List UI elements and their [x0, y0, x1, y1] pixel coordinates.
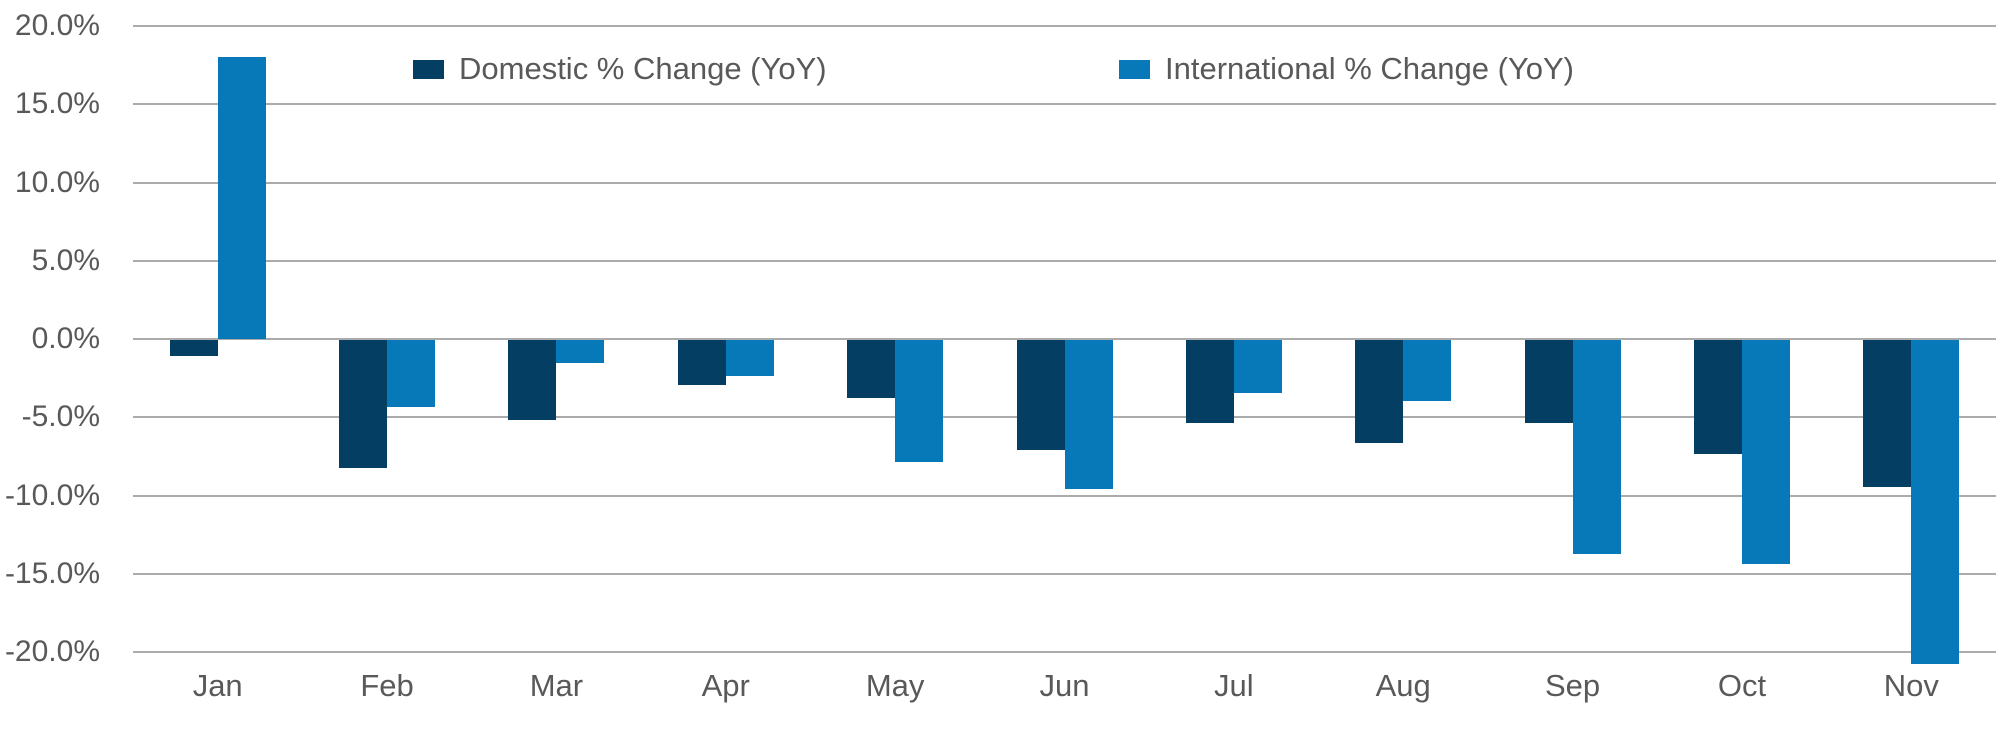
x-axis-label-jul: Jul: [1214, 668, 1254, 703]
legend-item-international: International % Change (YoY): [1119, 48, 1574, 90]
legend-label-international: International % Change (YoY): [1165, 51, 1575, 86]
bar-international-oct: [1742, 340, 1790, 564]
x-axis-label-jan: Jan: [192, 668, 243, 703]
bar-domestic-jan: [170, 340, 218, 356]
bar-international-sep: [1573, 340, 1621, 554]
bar-international-jun: [1065, 340, 1113, 489]
y-axis-tick-label: 10.0%: [14, 165, 100, 199]
y-axis-tick-label: -15.0%: [4, 556, 100, 590]
y-axis-tick-label: 5.0%: [31, 243, 100, 277]
bar-domestic-mar: [508, 340, 556, 420]
legend-swatch-international-icon: [1119, 59, 1150, 79]
bar-international-apr: [726, 340, 774, 376]
gridline: [133, 338, 1996, 340]
x-axis-label-jun: Jun: [1039, 668, 1090, 703]
gridline: [133, 572, 1996, 575]
gridline: [133, 494, 1996, 497]
bar-international-feb: [387, 340, 435, 407]
gridline: [133, 103, 1996, 106]
bar-domestic-oct: [1694, 340, 1742, 454]
y-axis-tick-label: 20.0%: [14, 9, 100, 42]
bar-domestic-jun: [1017, 340, 1065, 450]
bar-domestic-may: [847, 340, 895, 398]
bar-domestic-nov: [1863, 340, 1911, 487]
legend-swatch-domestic-icon: [413, 59, 444, 79]
bar-international-mar: [556, 340, 604, 363]
x-axis-label-sep: Sep: [1545, 668, 1601, 703]
x-axis-label-apr: Apr: [701, 668, 750, 703]
y-axis-tick-label: -10.0%: [4, 478, 100, 512]
x-axis-label-nov: Nov: [1883, 668, 1939, 703]
bar-international-jan: [218, 57, 266, 339]
gridline: [133, 181, 1996, 184]
x-axis-label-feb: Feb: [360, 668, 414, 703]
y-axis-tick-label: -5.0%: [21, 400, 100, 434]
bar-international-may: [895, 340, 943, 462]
y-axis-tick-label: 15.0%: [14, 87, 100, 121]
bar-domestic-aug: [1355, 340, 1403, 443]
bar-domestic-jul: [1186, 340, 1234, 423]
x-axis-label-aug: Aug: [1375, 668, 1431, 703]
gridline: [133, 25, 1996, 27]
bar-domestic-apr: [678, 340, 726, 385]
bar-domestic-sep: [1525, 340, 1573, 423]
bar-international-jul: [1234, 340, 1282, 393]
x-axis-label-may: May: [865, 668, 925, 703]
legend-item-domestic: Domestic % Change (YoY): [413, 48, 827, 90]
legend-label-domestic: Domestic % Change (YoY): [459, 51, 827, 86]
gridline: [133, 651, 1996, 653]
bar-international-nov: [1911, 340, 1959, 664]
gridline: [133, 259, 1996, 262]
x-axis-label-mar: Mar: [529, 668, 584, 703]
y-axis-tick-label: 0.0%: [31, 322, 100, 355]
y-axis-tick-label: -20.0%: [4, 635, 100, 668]
bar-international-aug: [1403, 340, 1451, 401]
bar-domestic-feb: [339, 340, 387, 468]
x-axis-label-oct: Oct: [1717, 668, 1767, 703]
